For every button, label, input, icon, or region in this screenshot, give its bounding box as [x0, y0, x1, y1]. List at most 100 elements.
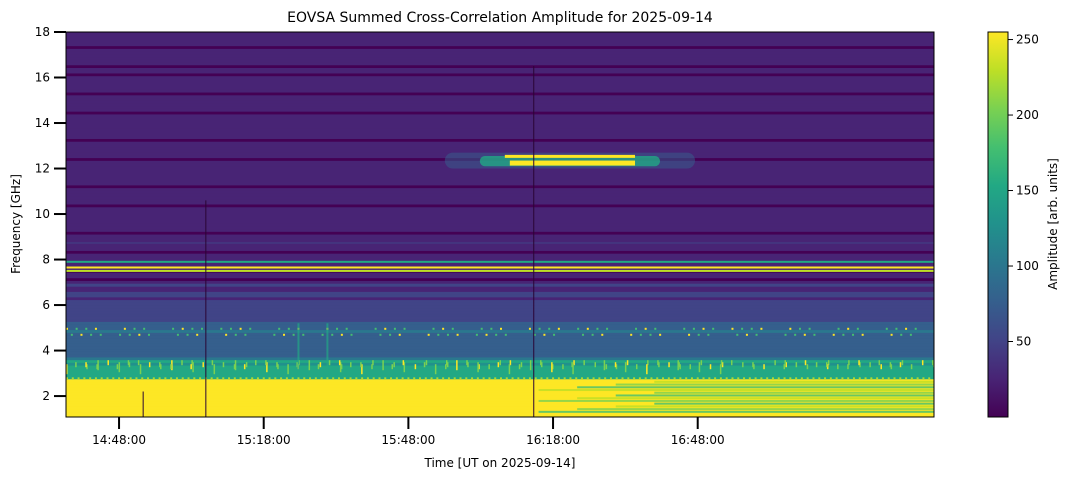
rfi-dot: [914, 327, 917, 330]
rfi-spike: [276, 362, 278, 368]
rfi-spike: [499, 360, 502, 366]
heatmap-row: [66, 411, 934, 415]
heatmap-row: [66, 67, 934, 71]
rfi-dot: [393, 327, 396, 330]
rfi-dash: [314, 377, 317, 379]
rfi-dot: [239, 327, 242, 330]
rfi-spike: [434, 364, 437, 375]
heatmap-row: [66, 214, 934, 219]
heatmap-row: [66, 275, 934, 279]
rfi-spike: [266, 362, 268, 373]
rfi-spike: [402, 360, 405, 366]
rfi-dash: [349, 377, 352, 379]
heatmap-row: [66, 346, 934, 350]
rfi-dash: [71, 377, 74, 379]
rfi-spike: [804, 360, 807, 366]
heatmap-row: [66, 182, 934, 186]
rfi-spike: [466, 360, 468, 366]
rfi-dot: [644, 327, 647, 330]
rfi-dash: [285, 377, 288, 379]
heatmap-row: [66, 113, 934, 118]
rfi-spike: [709, 364, 712, 370]
rfi-spike: [742, 362, 744, 368]
heatmap-row: [66, 255, 934, 260]
heatmap-row: [66, 386, 934, 391]
x-axis: 14:48:00 15:18:00 15:48:00 16:18:00 16:48:00: [92, 417, 725, 447]
rfi-dash: [638, 377, 641, 379]
rfi-dash: [586, 377, 589, 379]
rfi-dot: [736, 333, 739, 336]
rfi-spike: [96, 364, 98, 370]
rfi-spike: [615, 364, 618, 370]
rfi-dot: [181, 327, 184, 330]
rfi-spike: [626, 360, 629, 366]
rfi-dash: [471, 377, 474, 379]
rfi-dash: [881, 377, 884, 379]
rfi-dot: [480, 327, 483, 330]
rfi-dash: [771, 377, 774, 379]
rfi-dash: [355, 377, 358, 379]
rfi-spike: [467, 362, 469, 368]
heatmap-row: [66, 307, 934, 312]
rfi-dash: [743, 377, 746, 379]
rfi-spike: [403, 362, 406, 373]
rfi-dash: [395, 377, 398, 379]
rfi-spike: [752, 362, 754, 368]
heatmap-row: [66, 403, 934, 407]
rfi-dot: [548, 327, 551, 330]
rfi-spike: [97, 360, 99, 371]
burst-core-top: [504, 154, 636, 158]
rfi-spike: [785, 362, 787, 368]
rfi-spike: [827, 360, 830, 366]
rfi-dash: [251, 377, 254, 379]
rfi-dot: [176, 333, 179, 336]
rfi-dash: [268, 377, 271, 379]
rfi-spike: [698, 362, 701, 373]
rfi-dash: [459, 377, 462, 379]
rfi-dot: [292, 333, 295, 336]
heatmap-row: [66, 378, 934, 383]
rfi-dash: [690, 377, 693, 379]
heatmap-row: [66, 209, 934, 213]
rfi-dash: [442, 377, 445, 379]
rfi-dot: [750, 327, 753, 330]
faint-line: [66, 314, 934, 316]
rfi-dash: [777, 377, 780, 379]
rfi-dot: [586, 327, 589, 330]
rfi-dash: [152, 377, 155, 379]
rfi-dot: [649, 333, 652, 336]
rfi-dash: [228, 377, 231, 379]
rfi-spike: [540, 362, 543, 368]
rfi-dot: [885, 327, 888, 330]
heatmap-row: [66, 395, 934, 399]
colorbar-tick-label: 150: [1016, 184, 1039, 198]
heatmap-row: [66, 40, 934, 44]
rfi-spike: [721, 362, 724, 368]
heatmap-row: [66, 217, 934, 221]
rfi-dot: [591, 333, 594, 336]
rfi-dot: [659, 333, 662, 336]
rfi-dash: [413, 377, 416, 379]
heatmap-row: [66, 220, 934, 224]
rfi-dot: [606, 327, 609, 330]
heatmap-row: [66, 102, 934, 107]
rfi-dot: [596, 327, 599, 330]
rfi-dash: [511, 377, 514, 379]
rfi-dash: [621, 377, 624, 379]
rfi-spike: [825, 362, 828, 368]
rfi-dash: [656, 377, 659, 379]
rfi-spike: [181, 360, 183, 366]
heatmap-row: [66, 72, 934, 77]
rfi-dot: [760, 327, 763, 330]
rfi-dash: [274, 377, 277, 379]
rfi-dash: [667, 377, 670, 379]
rfi-dash: [193, 377, 196, 379]
rfi-dash: [430, 377, 433, 379]
rfi-spike: [815, 362, 818, 368]
rfi-dash: [476, 377, 479, 379]
heatmap-row: [66, 116, 934, 120]
rfi-spike: [826, 364, 829, 370]
rfi-dash: [523, 377, 526, 379]
rfi-dash: [303, 377, 306, 379]
rfi-spike: [657, 360, 659, 366]
